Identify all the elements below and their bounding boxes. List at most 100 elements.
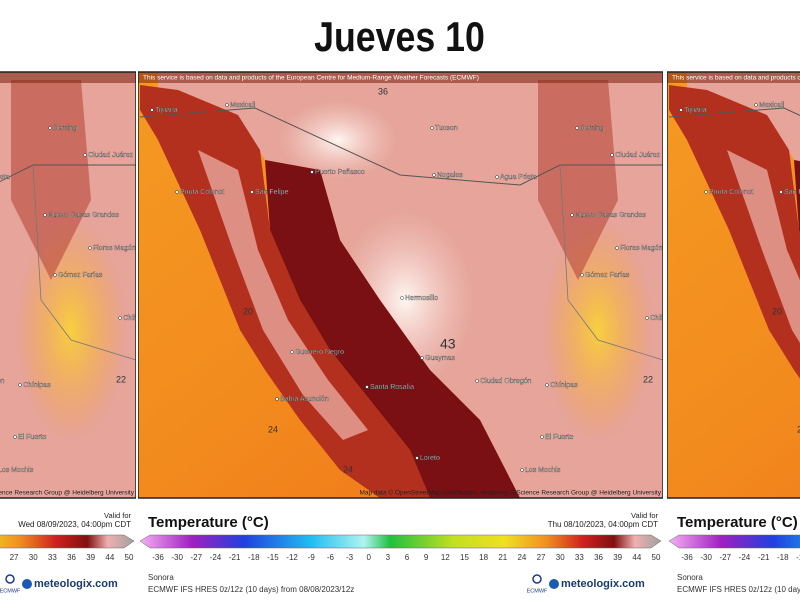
place-label: Guaymas [425,355,455,362]
place-label: Tijuana [155,107,178,114]
place-label: Nuevo Casas Grandes [48,212,119,219]
scale-tick-label: -18 [777,553,789,562]
place-label: Gómez Farías [585,272,630,279]
temperature-label: 36 [378,86,388,96]
place-dot [540,435,544,439]
place-label: Mexicali [230,102,256,109]
scale-tick-label: 27 [10,553,19,562]
place-dot [118,316,122,320]
attribution-bg [667,72,800,83]
scale-tick-label: 33 [575,553,584,562]
scale-tick-label: 18 [479,553,488,562]
warm-area [543,220,653,440]
scale-tick-label: 50 [652,553,661,562]
place-label: Los Mochis [525,467,561,474]
valid-label: Valid for [104,511,131,520]
color-bar [668,534,800,549]
mountain-band [538,80,618,280]
scale-tick-label: 36 [67,553,76,562]
place-label: Flores Magón [620,245,663,252]
place-label: San Felipe [784,189,800,196]
place-label: Los Mochis [0,467,34,474]
ecmwf-label: ECMWF [527,588,548,594]
place-label: Chínipas [550,382,578,389]
place-dot [43,213,47,217]
place-label: Agua Prieta [500,174,537,181]
valid-time: Thu 08/10/2023, 04:00pm CDT [548,520,658,529]
place-dot [645,316,649,320]
place-dot [250,190,254,194]
page-title: Jueves 10 [314,14,485,60]
temperature-label: 24 [343,464,353,474]
place-dot [83,153,87,157]
scale-tick-label: -30 [171,553,183,562]
place-label: Punta Colonet [709,189,753,196]
attribution-bg [138,72,663,83]
scale-tick-label: 9 [424,553,429,562]
ecmwf-logo [532,574,542,584]
ecmwf-label: ECMWF [0,588,21,594]
warm-area [16,220,126,440]
scale-tick-label: 39 [86,553,95,562]
temperature-label: 22 [643,374,653,384]
scale-tick-label: -30 [700,553,712,562]
scale-tick-label: 21 [498,553,507,562]
place-dot [575,126,579,130]
place-label: Chihuahua [123,315,157,322]
scale-tick-label: -21 [229,553,241,562]
panel-content: This service is based on data and produc… [667,71,800,594]
valid-label: Valid for [631,511,658,520]
place-dot [225,103,229,107]
place-label: El Fuerte [18,434,47,441]
brand-logo [549,579,559,589]
place-label: Chihuahua [650,315,684,322]
map-attribution: Map data © OpenStreetMap contributors, r… [0,489,135,497]
scale-tick-label: -15 [796,553,800,562]
scale-tick-label: 15 [460,553,469,562]
brand-logo [22,579,32,589]
temperature-label: 22 [116,374,126,384]
place-dot [545,383,549,387]
map-panel: This service is based on data and produc… [138,71,684,594]
panel-content: This service is based on data and produc… [0,71,157,594]
scale-tick-label: -9 [308,553,316,562]
place-label: El Fuerte [545,434,574,441]
scale-tick-label: 33 [48,553,57,562]
temperature-label: 24 [268,424,278,434]
scale-tick-label: -27 [720,553,732,562]
place-label: Chínipas [23,382,51,389]
place-dot [570,213,574,217]
temperature-label: 20 [772,306,782,316]
place-label: Ciudad Juárez [615,152,661,159]
place-label: Ciudad Juárez [88,152,134,159]
place-dot [432,173,436,177]
baja-interior [198,150,368,440]
scale-tick-label: 6 [405,553,410,562]
place-dot [415,456,419,460]
place-dot [679,108,683,112]
brand: meteologix.com [561,578,645,590]
legend-title: Temperature (°C) [677,514,798,531]
place-dot [779,190,783,194]
scale-tick-label: 44 [632,553,641,562]
model-info: ECMWF IFS HRES 0z/12z (10 days) from 08/… [677,585,800,594]
color-bar [0,534,135,549]
place-label: Bahía Asunción [280,396,329,403]
place-dot [704,190,708,194]
scale-tick-label: -18 [248,553,260,562]
place-dot [13,435,17,439]
place-label: Santa Rosalía [370,384,414,391]
place-dot [475,379,479,383]
map-panel: This service is based on data and produc… [0,71,157,594]
state-line [559,164,663,361]
scale-tick-label: -15 [267,553,279,562]
place-label: Deming [53,125,77,132]
region: Sonora [148,573,174,582]
temperature-label: 20 [243,306,253,316]
scale-tick-label: -27 [191,553,203,562]
place-dot [275,397,279,401]
place-label: Ciudad Obregón [480,378,531,385]
place-dot [365,385,369,389]
place-dot [175,190,179,194]
scale-tick-label: -24 [739,553,751,562]
